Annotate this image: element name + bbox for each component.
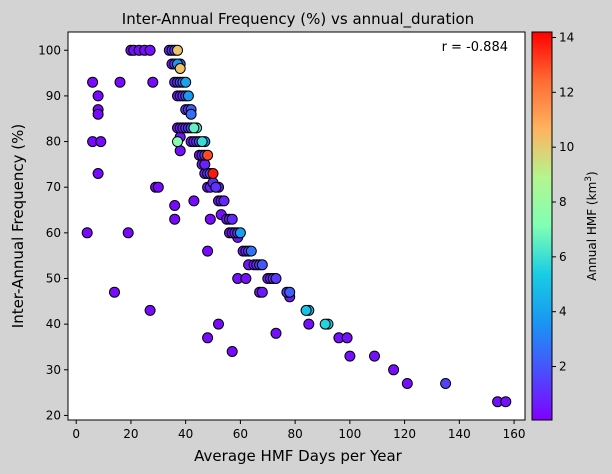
data-point [122,227,134,239]
y-axis-ticks: 20 30 40 50 60 70 80 90 100 [38,43,68,422]
data-point [172,136,183,148]
correlation-annotation: r = -0.884 [442,40,508,55]
data-point [256,259,268,271]
colorbar-tick-label: 4 [559,305,567,319]
data-point [270,327,282,339]
data-point [144,304,156,316]
colorbar-tick-label: 8 [559,195,567,209]
data-point [81,227,93,239]
data-point [169,200,181,211]
plot-frame [67,31,526,421]
colorbar-tick-label: 10 [559,140,574,154]
y-axis-label: Inter-Annual Frequency (%) [9,124,27,328]
data-point [182,90,194,102]
data-point [226,213,238,225]
data-point [344,350,356,362]
data-point [440,378,452,389]
data-point [95,136,107,148]
colorbar [531,31,553,421]
x-tick-label: 100 [338,427,361,441]
data-point [144,44,156,56]
data-point [92,108,104,120]
colorbar-tick-label: 12 [559,85,574,99]
data-point [87,76,99,88]
data-point [202,149,214,161]
data-point [270,273,282,284]
data-point [341,332,353,344]
data-point [218,195,230,207]
data-point [174,63,186,74]
data-point [388,364,400,376]
colorbar-tick-label: 14 [559,30,574,44]
data-point [319,318,331,330]
x-tick-label: 40 [178,427,193,441]
y-tick-label: 50 [46,271,61,285]
y-tick-label: 60 [46,226,61,240]
data-point [303,318,315,330]
y-tick-label: 80 [46,135,61,149]
data-point [256,286,268,298]
y-tick-label: 20 [46,408,61,422]
y-tick-label: 90 [46,89,61,103]
data-point [152,181,164,193]
x-tick-label: 0 [72,427,80,441]
points-layer [81,44,512,408]
data-point [202,245,214,257]
data-point [300,304,312,316]
data-point [185,108,197,120]
data-point [204,213,216,225]
data-point [188,195,200,207]
data-point [240,273,252,284]
data-point [180,76,192,88]
data-point [226,346,238,357]
x-tick-label: 140 [448,427,471,441]
colorbar-tick-label: 2 [559,360,567,374]
x-tick-label: 80 [287,427,302,441]
x-axis-label: Average HMF Days per Year [194,447,402,465]
data-point [174,145,186,157]
colorbar-ticks: 2 4 6 8 10 12 14 [552,30,574,374]
data-point [202,332,214,344]
data-point [245,245,257,257]
data-point [109,286,120,298]
y-tick-label: 40 [46,317,61,331]
data-point [92,168,104,179]
y-tick-label: 30 [46,363,61,377]
data-point [188,122,200,134]
data-point [92,90,104,102]
x-axis-ticks: 0 20 40 60 80 100 120 140 160 [72,420,526,441]
data-point [169,213,181,225]
data-point [172,44,183,56]
x-tick-label: 60 [233,427,248,441]
data-point [369,350,380,362]
data-point [147,76,159,88]
x-tick-label: 160 [503,427,526,441]
chart-title: Inter-Annual Frequency (%) vs annual_dur… [122,10,474,29]
data-point [213,318,224,330]
data-point [284,286,296,298]
data-point [196,136,208,148]
data-point [114,76,126,88]
plot-area [68,32,525,420]
data-point [234,227,246,239]
data-point [199,158,211,170]
y-tick-label: 70 [46,180,61,194]
x-tick-label: 120 [393,427,416,441]
data-point [401,378,413,389]
data-point [500,396,512,408]
colorbar-tick-label: 6 [559,250,567,264]
data-point [210,181,222,193]
y-tick-label: 100 [38,43,61,57]
data-point [207,168,219,179]
colorbar-label: Annual HMF (km3) [584,171,599,280]
x-tick-label: 20 [123,427,138,441]
